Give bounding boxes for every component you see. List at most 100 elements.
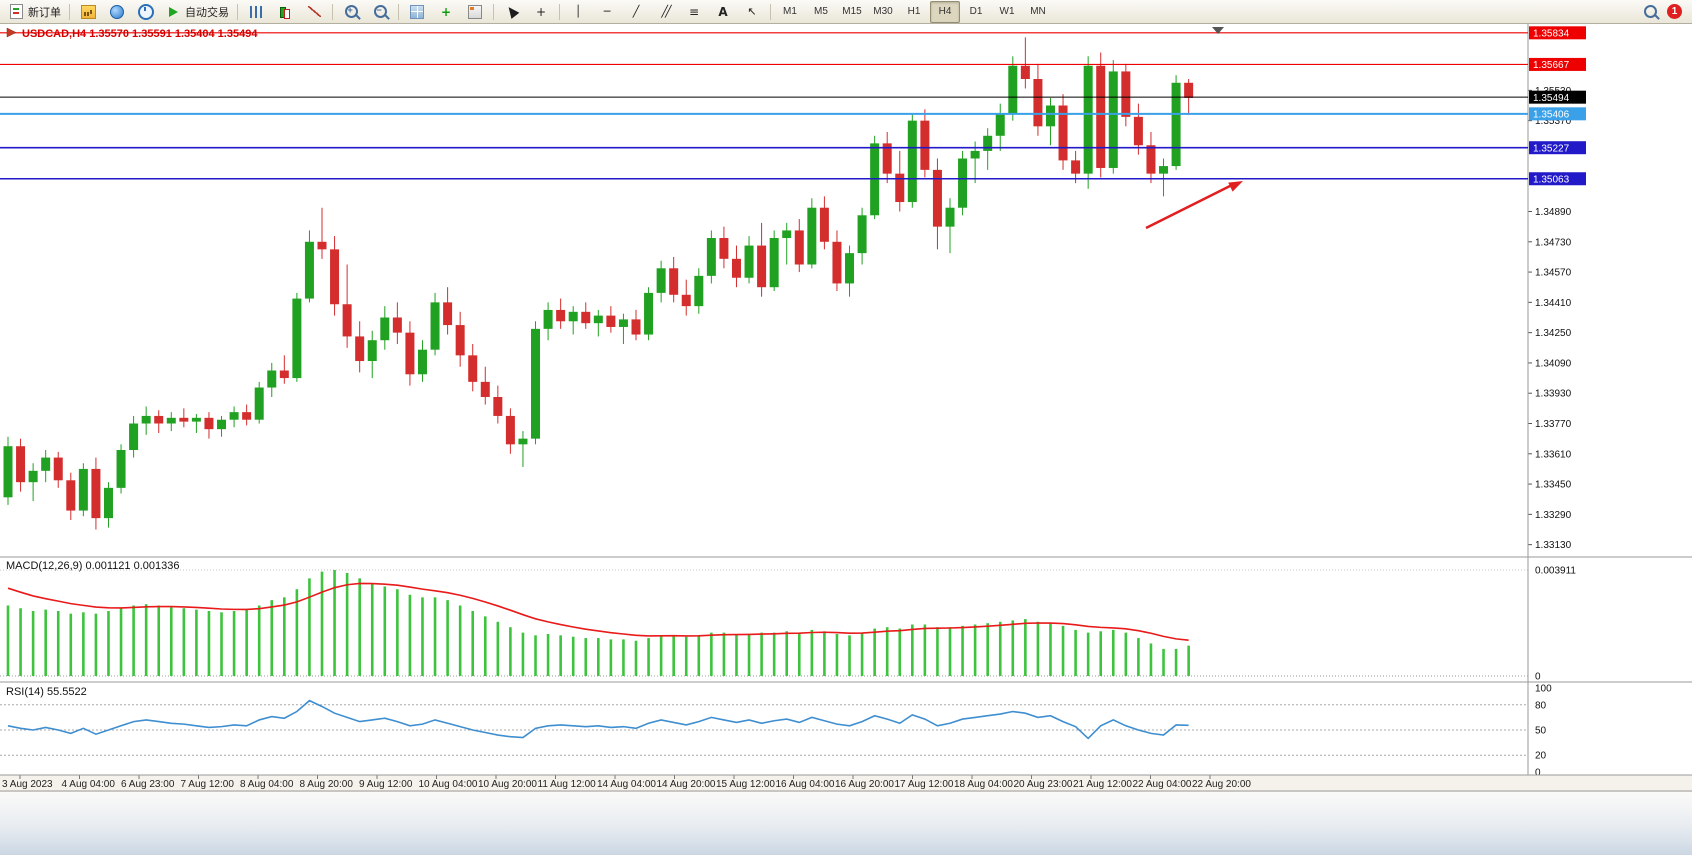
search-icon <box>1642 4 1659 20</box>
zoom-in-button[interactable] <box>337 1 365 23</box>
svg-text:1.34890: 1.34890 <box>1535 207 1572 218</box>
refresh-icon <box>138 3 155 20</box>
rsi-line <box>7 699 1189 740</box>
new-chart-button[interactable] <box>74 1 102 23</box>
svg-text:0: 0 <box>1535 672 1541 683</box>
equidistant-channel-icon: ╱╱ <box>661 5 671 18</box>
svg-text:1.35370: 1.35370 <box>1535 116 1572 127</box>
toolbar-separator <box>237 3 238 20</box>
cursor-button[interactable] <box>498 1 526 23</box>
svg-text:8 Aug 20:00: 8 Aug 20:00 <box>300 779 354 790</box>
svg-text:1.33770: 1.33770 <box>1535 419 1572 430</box>
svg-text:1.34730: 1.34730 <box>1535 237 1572 248</box>
svg-text:0: 0 <box>1535 768 1541 779</box>
svg-text:80: 80 <box>1535 700 1547 711</box>
candlestick-icon <box>277 4 294 20</box>
new-order-icon <box>8 4 25 20</box>
bottom-panel <box>0 792 1692 855</box>
crosshair-button[interactable]: + <box>527 1 555 23</box>
tile-windows-icon <box>409 4 426 20</box>
time-axis[interactable]: 3 Aug 2023 4 Aug 04:00 6 Aug 23:00 7 Aug 12… <box>2 775 1251 790</box>
notification-badge[interactable]: 1 <box>1667 4 1682 19</box>
svg-text:1.33610: 1.33610 <box>1535 449 1572 460</box>
svg-text:1.35667: 1.35667 <box>1533 60 1570 71</box>
fibonacci-button[interactable]: ≡ <box>680 1 708 23</box>
candles-layer <box>3 37 1194 530</box>
fibonacci-icon: ≡ <box>688 4 700 19</box>
macd-label: MACD(12,26,9) 0.001121 0.001336 <box>6 560 179 572</box>
svg-text:22 Aug 04:00: 22 Aug 04:00 <box>1133 779 1192 790</box>
equidistant-channel-button[interactable]: ╱╱ <box>651 1 679 23</box>
svg-text:14 Aug 20:00: 14 Aug 20:00 <box>657 779 716 790</box>
text-icon: A <box>718 4 728 19</box>
zoom-in-icon <box>343 4 360 20</box>
price-label-box-1.35406 <box>1529 107 1586 121</box>
svg-text:18 Aug 04:00: 18 Aug 04:00 <box>954 779 1013 790</box>
svg-text:15 Aug 12:00: 15 Aug 12:00 <box>716 779 775 790</box>
text-button[interactable]: A <box>709 1 737 23</box>
timeframe-button-m1[interactable]: M1 <box>783 6 797 17</box>
search-button[interactable] <box>1636 1 1664 23</box>
svg-text:21 Aug 12:00: 21 Aug 12:00 <box>1073 779 1132 790</box>
arrows-button[interactable]: ↖ <box>738 1 766 23</box>
cursor-icon <box>504 4 521 20</box>
zoom-out-button[interactable] <box>366 1 394 23</box>
svg-text:1.35406: 1.35406 <box>1533 110 1570 121</box>
autotrading-label: 自动交易 <box>185 6 229 19</box>
time-axis-strip[interactable] <box>0 775 1692 792</box>
new-order-button[interactable]: 新订单 <box>4 1 65 23</box>
candlestick-button[interactable] <box>271 1 299 23</box>
refresh-button[interactable] <box>132 1 160 23</box>
zoom-out-icon <box>372 4 389 20</box>
svg-text:20: 20 <box>1535 751 1547 762</box>
trendline-button[interactable]: ╱ <box>622 1 650 23</box>
bar-chart-button[interactable] <box>242 1 270 23</box>
tile-windows-button[interactable] <box>403 1 431 23</box>
svg-text:10 Aug 20:00: 10 Aug 20:00 <box>478 779 537 790</box>
svg-text:50: 50 <box>1535 726 1547 737</box>
rsi-label: RSI(14) 55.5522 <box>6 686 87 698</box>
profiles-button[interactable] <box>103 1 131 23</box>
line-chart-button[interactable] <box>300 1 328 23</box>
timeframe-button-mn[interactable]: MN <box>1030 6 1046 17</box>
templates-icon <box>467 4 484 20</box>
vertical-line-button[interactable]: │ <box>564 1 592 23</box>
chart-title: USDCAD,H4 1.35570 1.35591 1.35404 1.3549… <box>22 28 258 40</box>
price-scale[interactable]: 1.355301.353701.348901.347301.345701.344… <box>1528 86 1572 551</box>
timeframe-button-h1[interactable]: H1 <box>907 6 921 17</box>
svg-text:1.34570: 1.34570 <box>1535 268 1572 279</box>
arrow-annotation-head <box>1228 181 1243 192</box>
crosshair-icon: + <box>535 4 547 19</box>
indicators-button[interactable]: + <box>432 1 460 23</box>
svg-text:1.34090: 1.34090 <box>1535 358 1572 369</box>
svg-text:11 Aug 12:00: 11 Aug 12:00 <box>538 779 597 790</box>
toolbar-separator <box>69 3 70 20</box>
autotrading-button[interactable]: 自动交易 <box>161 1 233 23</box>
timeframe-button-h4[interactable]: H4 <box>930 0 960 23</box>
timeframe-button-m5[interactable]: M5 <box>814 6 828 17</box>
timeframe-button-d1[interactable]: D1 <box>969 6 983 17</box>
chart-canvas[interactable]: 1.355301.353701.348901.347301.345701.344… <box>0 24 1692 792</box>
templates-button[interactable] <box>461 1 489 23</box>
timeframe-button-m30[interactable]: M30 <box>873 6 893 17</box>
svg-text:0.003911: 0.003911 <box>1535 566 1576 577</box>
price-label-box-1.35834 <box>1529 26 1586 40</box>
macd-panel: 0.003911 0 MACD(12,26,9) 0.001121 0.001336 <box>0 560 1576 683</box>
svg-text:4 Aug 04:00: 4 Aug 04:00 <box>62 779 116 790</box>
horizontal-line-button[interactable]: ─ <box>593 1 621 23</box>
arrow-annotation[interactable] <box>1145 183 1233 230</box>
chart-shift-marker[interactable] <box>1212 27 1224 34</box>
price-label-box-1.35227 <box>1529 141 1586 155</box>
chart-area[interactable]: 1.355301.353701.348901.347301.345701.344… <box>0 24 1692 792</box>
svg-text:1.33450: 1.33450 <box>1535 480 1572 491</box>
timeframe-button-m15[interactable]: M15 <box>842 6 862 17</box>
one-click-trading-icon[interactable] <box>6 27 17 38</box>
timeframe-buttons: M1 M5 M15 M30 H1 H4 D1 W1 MN <box>775 0 1053 23</box>
timeframe-button-w1[interactable]: W1 <box>999 6 1015 17</box>
new-order-label: 新订单 <box>28 6 61 19</box>
trendline-icon: ╱ <box>632 5 640 18</box>
bar-chart-icon <box>248 4 265 20</box>
price-label-box-1.35063 <box>1529 172 1586 186</box>
svg-text:1.34410: 1.34410 <box>1535 298 1572 309</box>
